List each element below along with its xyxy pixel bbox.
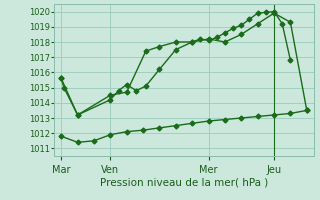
X-axis label: Pression niveau de la mer( hPa ): Pression niveau de la mer( hPa )	[100, 178, 268, 188]
